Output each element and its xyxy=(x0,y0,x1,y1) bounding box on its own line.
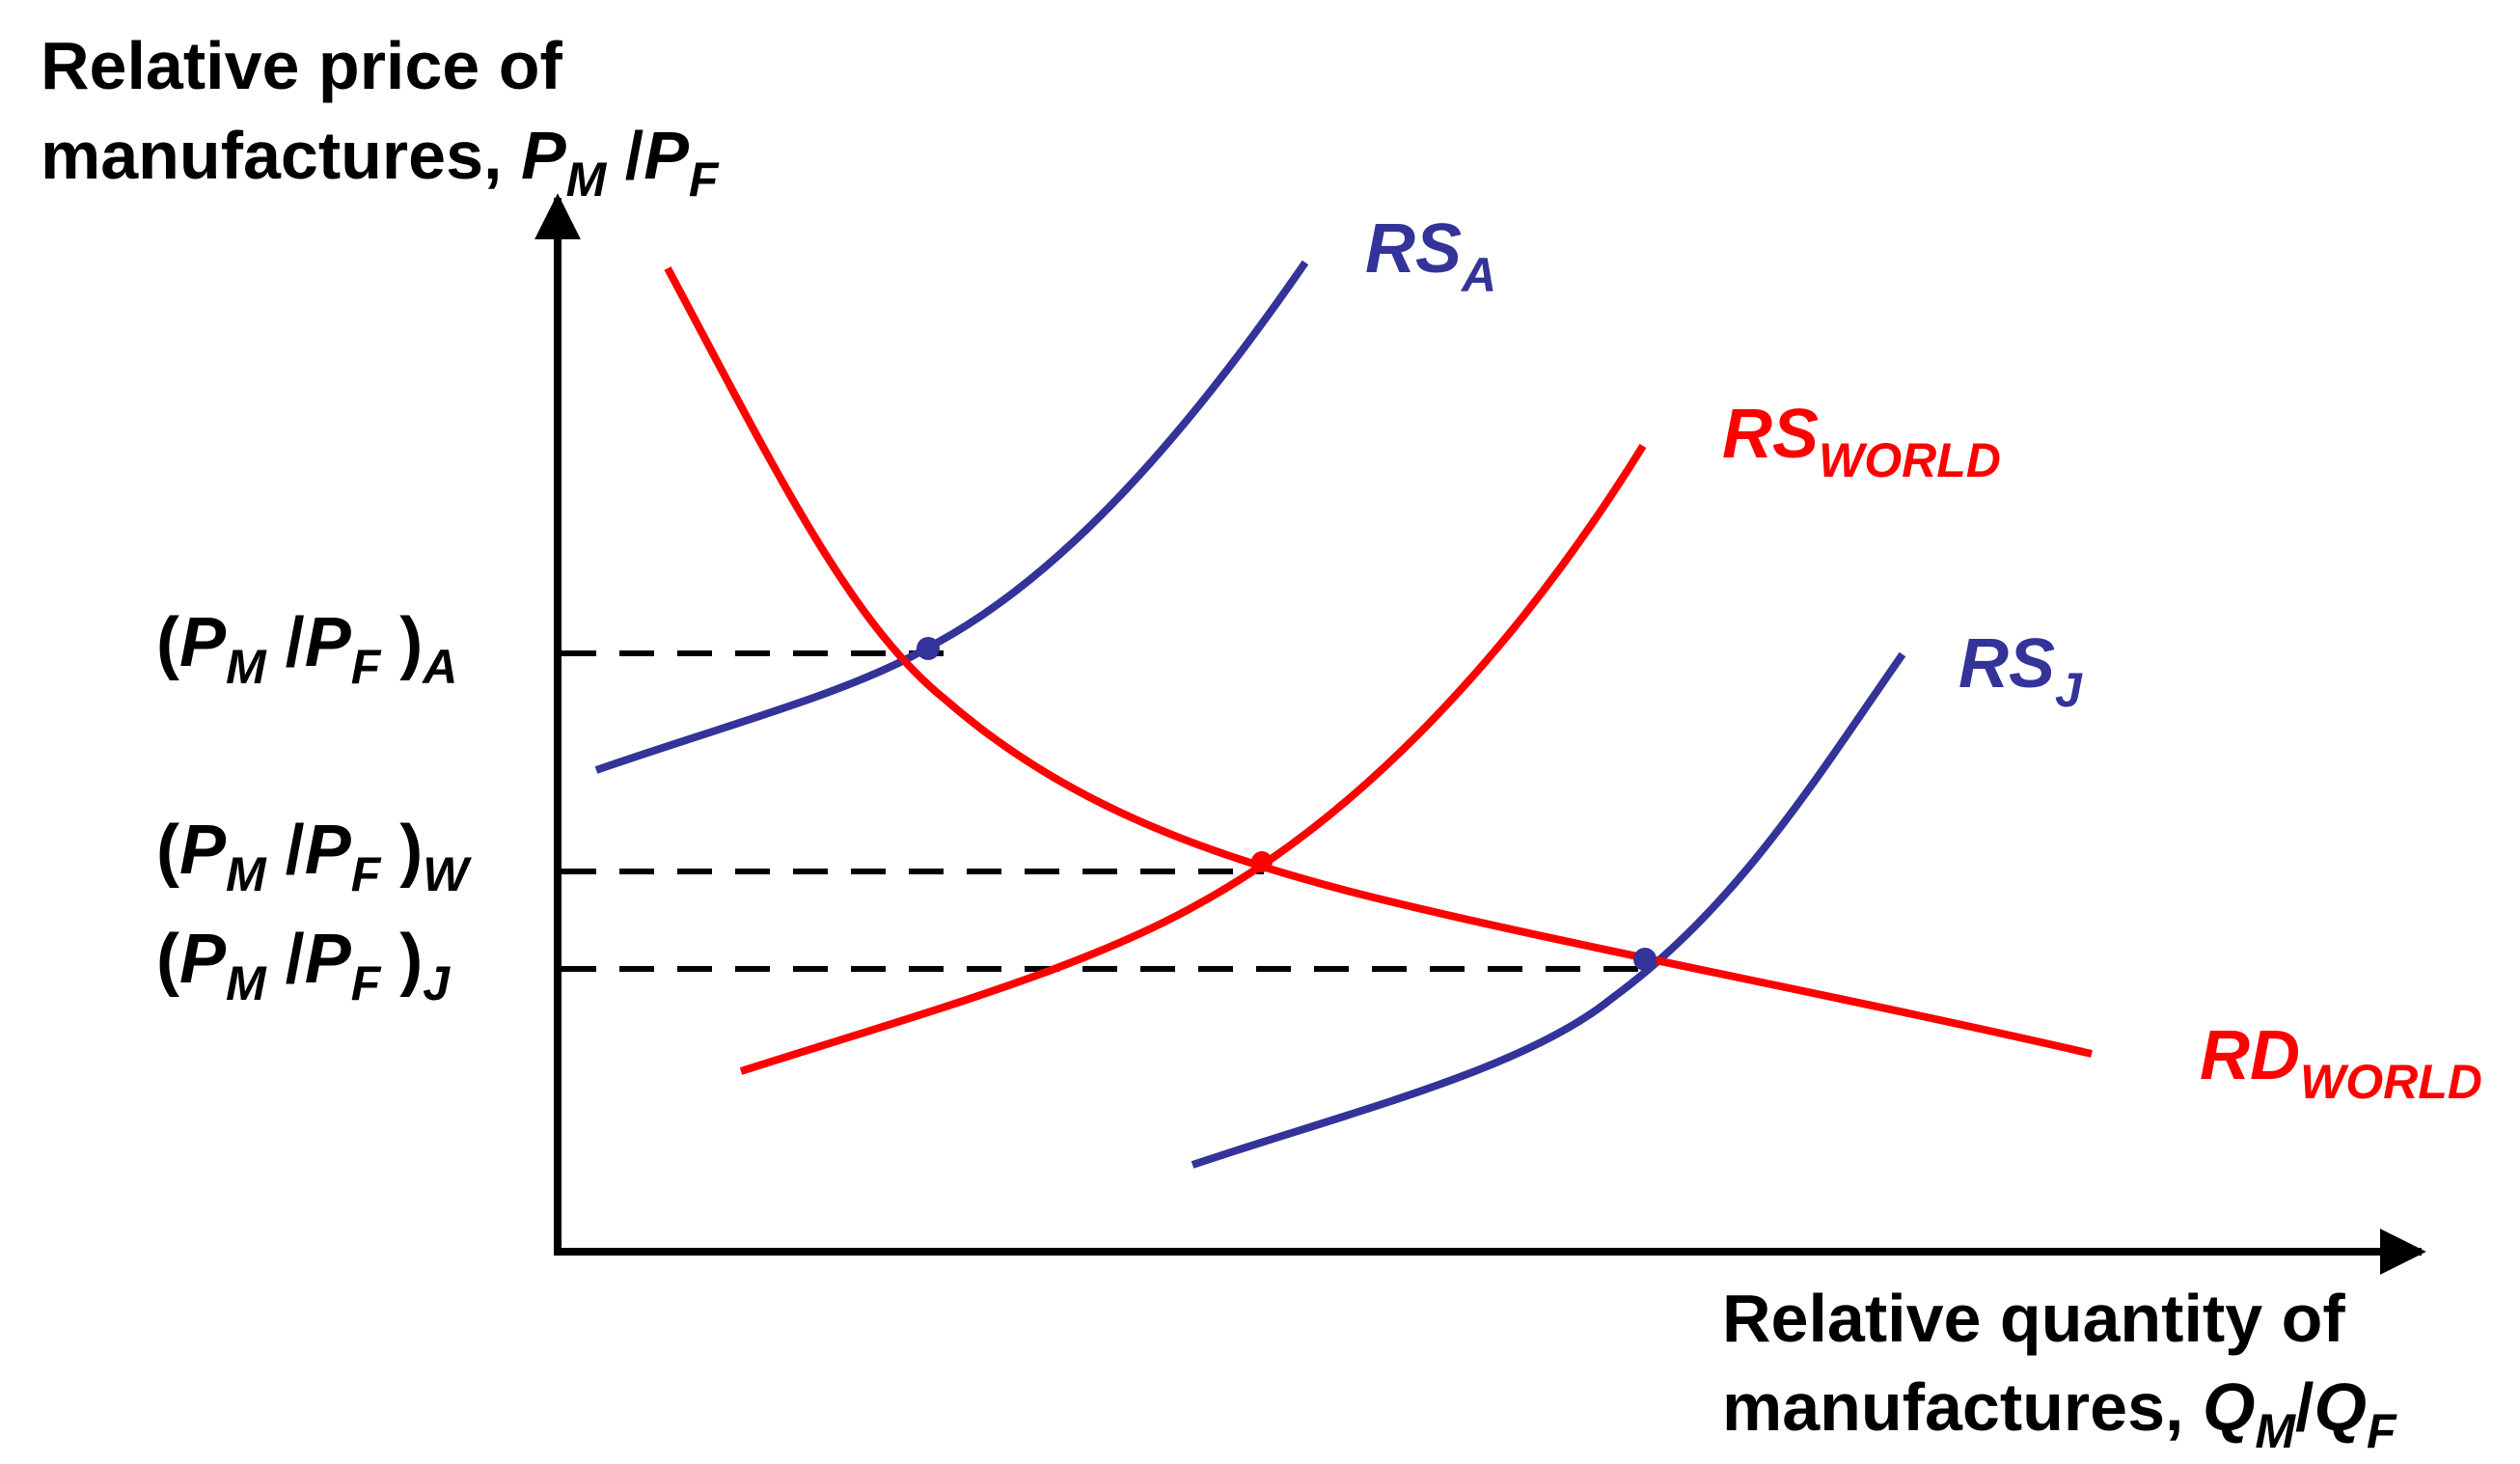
equilibrium-point-W xyxy=(1251,851,1273,872)
price-label-W: (PM /PF )W xyxy=(156,812,472,901)
rd-world-label: RDWORLD xyxy=(2200,1017,2482,1109)
y-axis-title: Relative price of manufactures, PM /PF xyxy=(41,28,720,207)
price-label-A: (PM /PF )A xyxy=(156,604,457,694)
equilibrium-point-A xyxy=(917,637,940,660)
rd-world-curve xyxy=(664,266,2093,1058)
rs-a-label: RSA xyxy=(1365,210,1496,302)
rs-a-curve xyxy=(594,260,1309,774)
x-axis-title: Relative quantity of manufactures, QM/QF xyxy=(1722,1281,2397,1458)
rs-j-label: RSJ xyxy=(1958,625,2083,717)
rs-j-curve xyxy=(1191,651,1906,1169)
rs-world-label: RSWORLD xyxy=(1722,396,2001,487)
equilibrium-point-J xyxy=(1633,948,1657,971)
price-label-J: (PM /PF )J xyxy=(156,921,451,1010)
rs-world-curve xyxy=(739,443,1647,1075)
